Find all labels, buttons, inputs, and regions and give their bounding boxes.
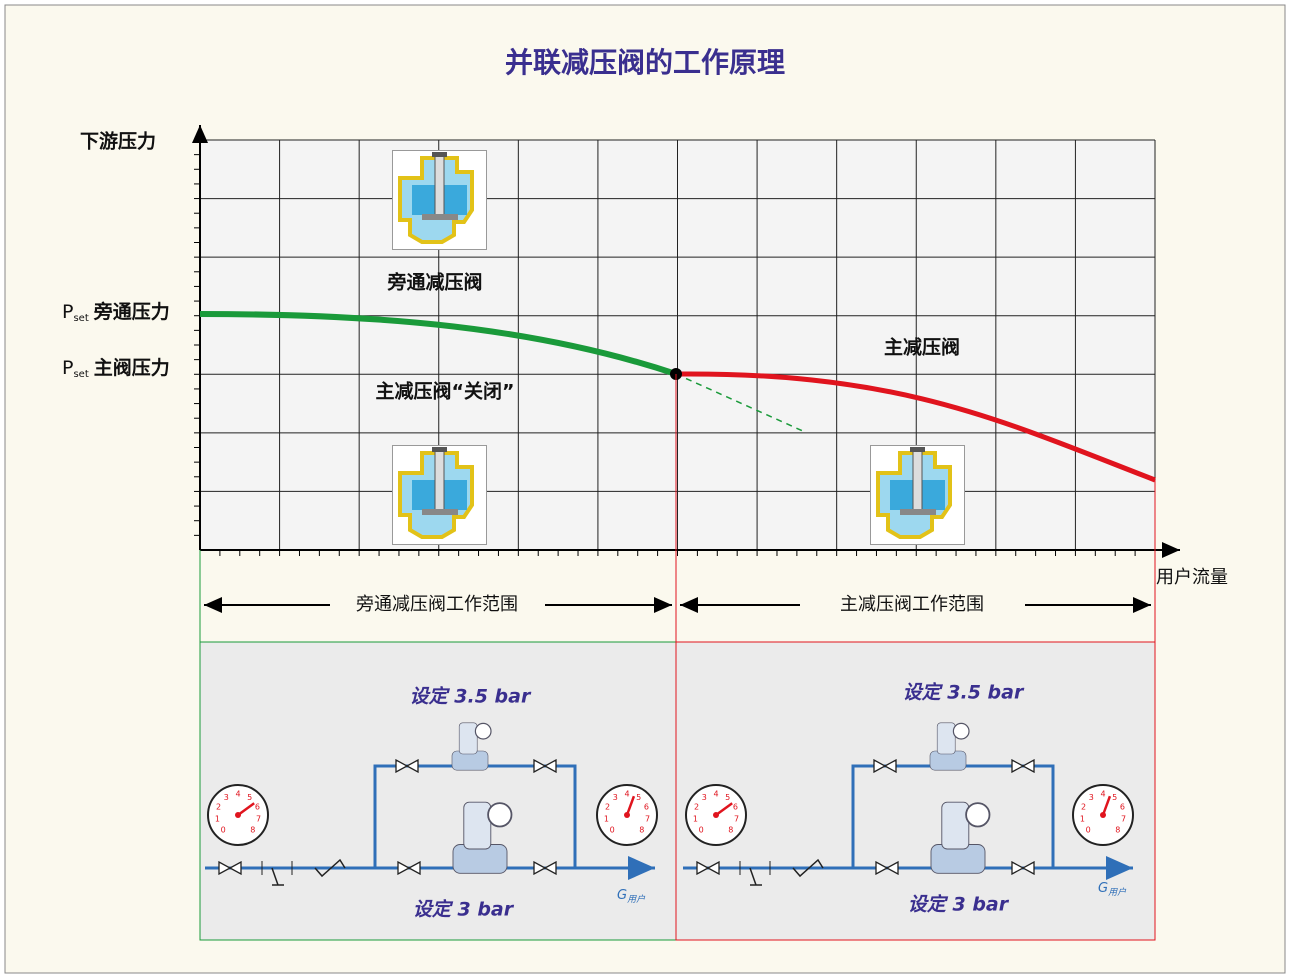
gauge-number: 0 xyxy=(610,825,615,834)
setting-bottom: 设定 3 bar xyxy=(413,899,515,921)
gauge-number: 4 xyxy=(624,790,629,799)
axis-ticks xyxy=(194,139,1136,556)
gauge-number: 1 xyxy=(604,815,609,824)
symbol: P xyxy=(62,357,73,379)
label: 主阀压力 xyxy=(94,356,170,379)
gauge-number: 1 xyxy=(215,815,220,824)
gauge-needle xyxy=(715,802,733,817)
gauge-number: 7 xyxy=(1121,815,1126,824)
setting-top: 设定 3.5 bar xyxy=(410,686,532,708)
subscript: 用户 xyxy=(1108,887,1127,898)
gauge-needle xyxy=(625,795,636,816)
gauge-number: 8 xyxy=(639,825,644,834)
gauge-number: 0 xyxy=(699,825,704,834)
panel-right xyxy=(675,641,1156,941)
gauge-number: 4 xyxy=(713,790,718,799)
valve-icon xyxy=(871,446,965,545)
valve-icon xyxy=(393,446,487,545)
range-left: 旁通减压阀工作范围 xyxy=(356,594,518,615)
symbol: G xyxy=(1098,881,1108,896)
flow-label: G用户 xyxy=(617,888,646,905)
label: 旁通压力 xyxy=(93,300,170,323)
gauge-number: 3 xyxy=(224,793,229,802)
gauge-number: 5 xyxy=(725,793,730,802)
gauge-number: 1 xyxy=(693,815,698,824)
gauge-number: 7 xyxy=(256,815,261,824)
gauge-needle xyxy=(237,802,255,817)
gauge-number: 0 xyxy=(1086,825,1091,834)
gauge-number: 7 xyxy=(734,815,739,824)
gauge-number: 5 xyxy=(636,793,641,802)
closed-label: 主减压阀“关闭” xyxy=(376,380,515,403)
gauge-number: 2 xyxy=(216,802,221,811)
gauge: 01 23 4 56 78 xyxy=(1072,784,1134,846)
gauge: 01 23 4 56 78 xyxy=(207,784,269,846)
gauge-number: 1 xyxy=(1080,815,1085,824)
bypass-curve xyxy=(199,311,677,377)
gauge-hub xyxy=(1100,812,1106,818)
title: 并联减压阀的工作原理 xyxy=(505,46,785,79)
gauge-number: 4 xyxy=(1100,790,1105,799)
subscript: set xyxy=(73,313,88,324)
dashed-extension xyxy=(675,373,806,433)
gauge-needle xyxy=(1101,795,1112,816)
flow-label: G用户 xyxy=(1098,881,1127,898)
gauge-hub xyxy=(713,812,719,818)
gauge-number: 2 xyxy=(694,802,699,811)
gauge-number: 6 xyxy=(1120,802,1125,811)
gauge: 01 23 4 56 78 xyxy=(596,784,658,846)
grid xyxy=(200,139,1156,550)
panel-left xyxy=(199,641,677,941)
setting-top: 设定 3.5 bar xyxy=(903,682,1025,704)
gauge-number: 5 xyxy=(1112,793,1117,802)
y-axis-label: 下游压力 xyxy=(80,130,156,153)
gauge-number: 8 xyxy=(1115,825,1120,834)
gauge: 01 23 4 56 78 xyxy=(685,784,747,846)
gauge-hub xyxy=(624,812,630,818)
subscript: set xyxy=(73,369,88,380)
gauge-number: 6 xyxy=(644,802,649,811)
gauge-number: 3 xyxy=(613,793,618,802)
bypass-pressure: Pset 旁通压力 xyxy=(62,300,170,325)
gauge-number: 3 xyxy=(1089,793,1094,802)
gauge-number: 8 xyxy=(728,825,733,834)
main-valve-label: 主减压阀 xyxy=(884,336,960,359)
gauge-number: 2 xyxy=(1081,802,1086,811)
gauge-number: 8 xyxy=(250,825,255,834)
bypass-valve-label: 旁通减压阀 xyxy=(386,271,482,294)
main-curve xyxy=(675,371,1156,483)
gauge-number: 2 xyxy=(605,802,610,811)
subscript: 用户 xyxy=(627,894,646,905)
setting-bottom: 设定 3 bar xyxy=(908,894,1010,916)
gauge-number: 4 xyxy=(235,790,240,799)
gauge-number: 6 xyxy=(255,802,260,811)
gauge-number: 6 xyxy=(733,802,738,811)
range-right: 主减压阀工作范围 xyxy=(840,594,984,615)
gauge-hub xyxy=(235,812,241,818)
x-axis-label: 用户流量 xyxy=(1156,567,1228,588)
symbol: P xyxy=(62,301,73,323)
valve-icon xyxy=(393,151,487,250)
gauge-number: 5 xyxy=(247,793,252,802)
gauge-number: 0 xyxy=(221,825,226,834)
gauge-number: 3 xyxy=(702,793,707,802)
main-pressure: Pset 主阀压力 xyxy=(62,356,170,381)
symbol: G xyxy=(617,888,627,903)
gauge-number: 7 xyxy=(645,815,650,824)
